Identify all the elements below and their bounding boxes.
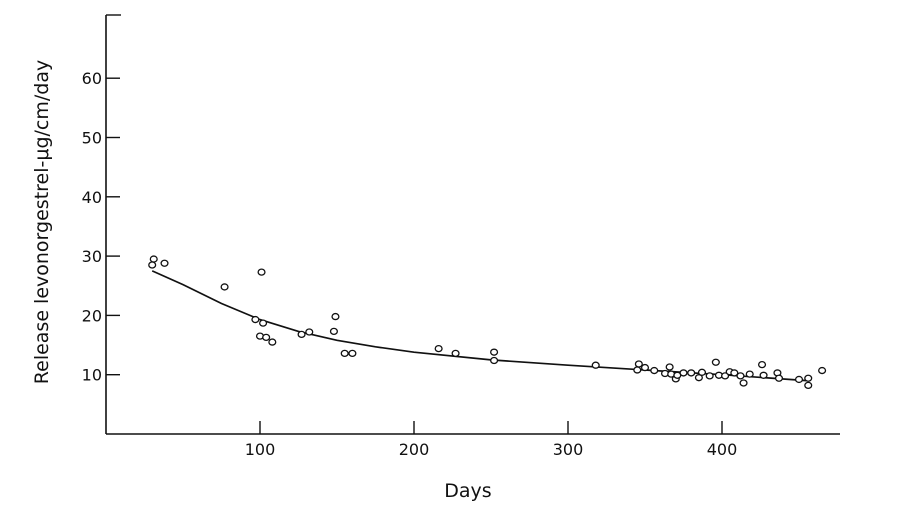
data-point <box>251 315 260 324</box>
data-point <box>591 361 600 369</box>
data-point <box>794 375 804 384</box>
trend-line <box>151 270 807 382</box>
data-point <box>257 268 266 276</box>
data-point <box>490 348 499 356</box>
y-tick-label: 20 <box>82 306 102 325</box>
data-point <box>697 368 707 376</box>
data-point <box>818 366 827 375</box>
data-point <box>687 369 696 377</box>
x-ticks: 100 200 300 400 <box>245 421 738 459</box>
data-point <box>633 366 642 374</box>
y-axis-title: Release levonorgestrel-μg/cm/day <box>31 60 53 384</box>
x-tick-label: 400 <box>707 440 738 459</box>
data-point <box>434 344 443 353</box>
data-point <box>736 372 745 380</box>
data-point <box>149 255 158 263</box>
data-point <box>774 374 784 382</box>
data-point <box>634 360 643 368</box>
data-point <box>148 261 157 269</box>
data-point <box>329 327 338 336</box>
data-point <box>348 349 357 358</box>
y-tick-label: 10 <box>82 366 102 385</box>
data-point <box>262 333 271 341</box>
data-point <box>759 371 768 379</box>
data-point <box>220 283 229 291</box>
data-point <box>640 363 650 372</box>
y-ticks: 10 20 30 40 50 60 <box>82 69 120 385</box>
data-point <box>730 369 739 377</box>
data-point <box>705 372 714 380</box>
data-point <box>665 363 674 371</box>
x-axis-title: Days <box>444 480 491 502</box>
data-point <box>757 360 767 369</box>
data-point <box>739 379 748 387</box>
data-point <box>160 259 169 267</box>
data-point <box>711 358 720 366</box>
data-points <box>148 255 827 390</box>
data-point <box>650 366 659 375</box>
y-tick-label: 60 <box>82 69 102 88</box>
x-tick-label: 100 <box>245 440 276 459</box>
data-point <box>297 330 306 339</box>
data-point <box>340 349 349 358</box>
y-tick-label: 30 <box>82 247 102 266</box>
x-tick-label: 300 <box>553 440 584 459</box>
data-point <box>804 381 813 390</box>
y-tick-label: 40 <box>82 188 102 207</box>
data-point <box>268 338 277 346</box>
x-tick-label: 200 <box>399 440 430 459</box>
data-point <box>679 369 688 377</box>
data-point <box>305 328 314 336</box>
data-point <box>745 370 754 378</box>
data-point <box>331 312 340 321</box>
axes <box>105 14 840 435</box>
data-point <box>804 374 813 382</box>
data-point <box>490 356 499 365</box>
data-point <box>451 349 460 358</box>
y-tick-label: 50 <box>82 129 102 148</box>
data-point <box>259 319 268 327</box>
